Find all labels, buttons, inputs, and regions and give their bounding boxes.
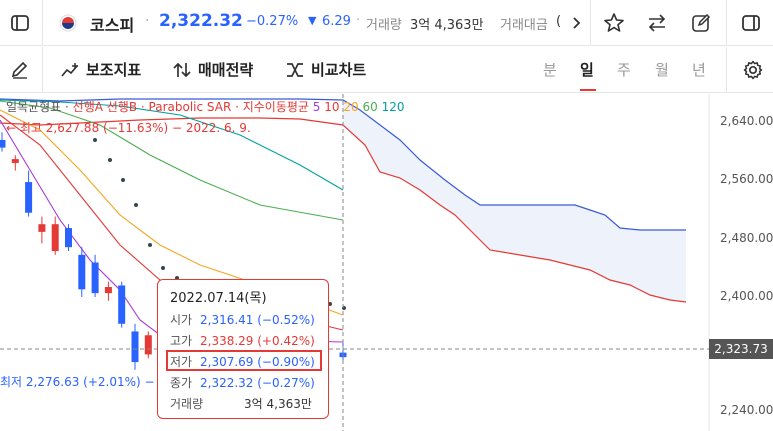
- swap-icon[interactable]: [643, 9, 671, 37]
- tooltip-value: 2,322.32 (−0.27%): [200, 375, 315, 390]
- candle-body: [0, 139, 6, 148]
- tooltip-date: 2022.07.14(목): [170, 291, 267, 306]
- tooltip-value: 2,316.41 (−0.52%): [200, 312, 315, 327]
- candle-body: [51, 224, 59, 252]
- amount-label: 거래대금: [500, 18, 548, 33]
- top-bar: 코스피 · 2,322.32 −0.27% ▼ 6.29 · 거래량 3억 4,…: [0, 0, 773, 46]
- candle-body: [131, 331, 139, 363]
- tooltip-key: 거래량: [170, 397, 204, 411]
- tooltip-key: 고가: [170, 334, 193, 348]
- leading-span-b: [0, 98, 686, 231]
- amount-value: (: [556, 14, 562, 29]
- y-tick: 2,400.00: [720, 289, 773, 303]
- price-chart[interactable]: ← 최고 2,627.88 (−11.63%) − 2022. 6. 9. 최저…: [0, 94, 773, 431]
- y-tick: 2,560.00: [720, 172, 773, 186]
- legend-cloud: 선행A 선행B · Parabolic SAR · 지수이동평균: [72, 100, 313, 114]
- indicator-icon: [61, 62, 78, 77]
- candle-body: [25, 182, 33, 213]
- draw-pen-icon[interactable]: [6, 56, 34, 84]
- index-name: 코스피: [90, 16, 135, 35]
- strategy-label: 매매전략: [198, 61, 254, 79]
- y-tick: 2,640.00: [720, 114, 773, 128]
- period-minute[interactable]: 분: [543, 61, 557, 79]
- sidebar-toggle-icon[interactable]: [6, 9, 34, 37]
- ichimoku-cloud: [343, 100, 686, 302]
- candle-body: [65, 228, 72, 248]
- chevron-right-icon[interactable]: [562, 9, 590, 37]
- strategy-button[interactable]: 매매전략: [172, 59, 253, 80]
- legend-ema-20: 20: [343, 100, 359, 114]
- indicators-button[interactable]: 보조지표: [60, 59, 141, 80]
- change-absolute: 6.29: [322, 14, 351, 29]
- ema-60-line: [0, 100, 344, 221]
- leading-span-a: [0, 117, 687, 303]
- period-day[interactable]: 일: [580, 61, 594, 79]
- tooltip-row-close: 종가 2,322.32 (−0.27%): [170, 372, 316, 393]
- tooltip-row-volume: 거래량 3억 4,363만: [170, 393, 316, 414]
- legend-ema-5: 5: [312, 100, 321, 114]
- buy-sell-icon: [173, 62, 191, 77]
- legend-ema-120: 120: [381, 100, 405, 114]
- y-tick: 2,240.00: [720, 403, 773, 417]
- gear-icon[interactable]: [739, 56, 767, 84]
- star-icon[interactable]: [600, 9, 628, 37]
- candle-body: [118, 285, 126, 324]
- period-year[interactable]: 년: [692, 61, 706, 79]
- tooltip-row-open: 시가 2,316.41 (−0.52%): [170, 309, 316, 330]
- change-percent: −0.27%: [246, 14, 299, 29]
- right-panel-icon[interactable]: [737, 9, 765, 37]
- tooltip-value: 3억 4,363만: [244, 397, 312, 411]
- candle-body: [38, 224, 46, 232]
- compare-icon: [287, 62, 303, 77]
- legend-ema-10: 10: [324, 100, 340, 114]
- tooltip-low-highlight: [166, 350, 322, 371]
- ohlc-tooltip: 2022.07.14(목) 시가 2,316.41 (−0.52%) 고가 2,33…: [157, 279, 329, 419]
- candle-body: [78, 254, 86, 290]
- ema-120-line: [0, 99, 344, 191]
- candles: [0, 132, 347, 370]
- compare-button[interactable]: 비교차트: [285, 59, 366, 80]
- candle-body: [144, 335, 152, 355]
- tooltip-key: 시가: [170, 313, 193, 327]
- legend-ema-60: 60: [362, 100, 378, 114]
- down-arrow-icon: ▼: [308, 14, 317, 27]
- candle-body: [104, 287, 112, 294]
- period-week[interactable]: 주: [617, 61, 631, 79]
- active-period-underline: [580, 89, 596, 91]
- korea-flag-icon: [58, 14, 78, 32]
- tooltip-key: 종가: [170, 376, 193, 390]
- volume-label: 거래량: [366, 18, 402, 33]
- separator-dot: ·: [145, 13, 150, 29]
- tooltip-row-high: 고가 2,338.29 (+0.42%): [170, 330, 316, 351]
- candle-body: [11, 159, 19, 163]
- edit-icon[interactable]: [687, 9, 715, 37]
- compare-label: 비교차트: [311, 61, 367, 79]
- legend-ichimoku: 일목균형표 ·: [6, 100, 73, 114]
- y-tick: 2,480.00: [720, 231, 773, 245]
- current-price-tag: 2,323.73: [709, 339, 773, 359]
- low-annotation: 최저 2,276.63 (+2.01%) − 20: [0, 375, 174, 389]
- chart-toolbar: 보조지표 매매전략 비교차트 분 일 주 월 년: [0, 47, 773, 93]
- current-price: 2,322.32: [159, 11, 243, 31]
- tooltip-key: 저가: [170, 355, 193, 369]
- candle-body: [91, 262, 99, 294]
- period-month[interactable]: 월: [655, 61, 669, 79]
- volume-value: 3억 4,363만: [410, 18, 484, 33]
- high-annotation: ← 최고 2,627.88 (−11.63%) − 2022. 6. 9.: [6, 121, 251, 135]
- tooltip-row-low: 저가 2,307.69 (−0.90%): [170, 351, 316, 372]
- tooltip-value: 2,338.29 (+0.42%): [200, 333, 315, 348]
- separator-dot: ·: [356, 13, 361, 28]
- indicators-label: 보조지표: [86, 61, 142, 79]
- tooltip-value: 2,307.69 (−0.90%): [200, 354, 315, 369]
- indicator-legend: 일목균형표 · 선행A 선행B · Parabolic SAR · 지수이동평균…: [6, 98, 404, 115]
